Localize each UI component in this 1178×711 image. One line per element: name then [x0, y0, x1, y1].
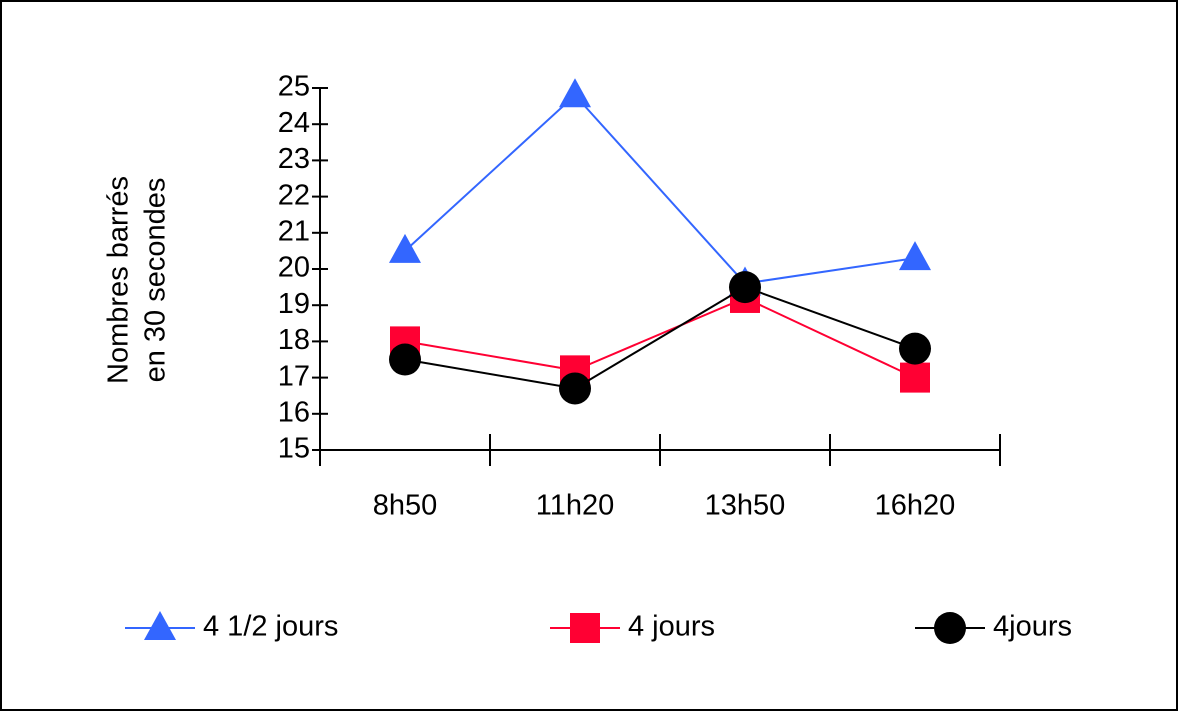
- y-tick-label: 19: [278, 288, 310, 320]
- series-line: [404, 93, 916, 285]
- y-tick-label: 21: [278, 215, 310, 247]
- y-tick-label: 24: [278, 107, 310, 139]
- marker: [934, 612, 966, 644]
- y-axis-title-line: Nombres barrés: [103, 176, 135, 384]
- marker: [570, 613, 600, 643]
- y-axis-title-line: en 30 secondes: [140, 178, 172, 383]
- y-tick-label: 23: [278, 143, 310, 175]
- y-tick-label: 25: [278, 71, 310, 103]
- legend-label: 4jours: [993, 611, 1072, 643]
- series-line: [404, 296, 916, 379]
- legend-label: 4 1/2 jours: [203, 611, 338, 643]
- marker: [559, 78, 591, 108]
- x-tick-label: 13h50: [705, 490, 786, 522]
- marker: [389, 343, 421, 376]
- y-tick-label: 16: [278, 396, 310, 428]
- marker: [389, 233, 421, 263]
- y-tick-label: 20: [278, 252, 310, 284]
- legend-label: 4 jours: [628, 611, 715, 643]
- y-axis-title: Nombres barrés en 30 secondes: [103, 176, 172, 384]
- marker: [559, 372, 591, 405]
- y-tick-label: 22: [278, 179, 310, 211]
- marker: [900, 362, 930, 393]
- y-tick-label: 17: [278, 360, 310, 392]
- series-line: [404, 285, 916, 390]
- marker: [729, 271, 761, 304]
- y-tick-label: 18: [278, 324, 310, 356]
- x-tick-label: 11h20: [536, 490, 615, 522]
- marker: [144, 611, 176, 640]
- marker: [899, 241, 931, 271]
- marker: [899, 332, 931, 365]
- x-tick-label: 8h50: [373, 490, 438, 522]
- x-tick-label: 16h20: [875, 490, 956, 522]
- y-tick-label: 15: [278, 433, 310, 465]
